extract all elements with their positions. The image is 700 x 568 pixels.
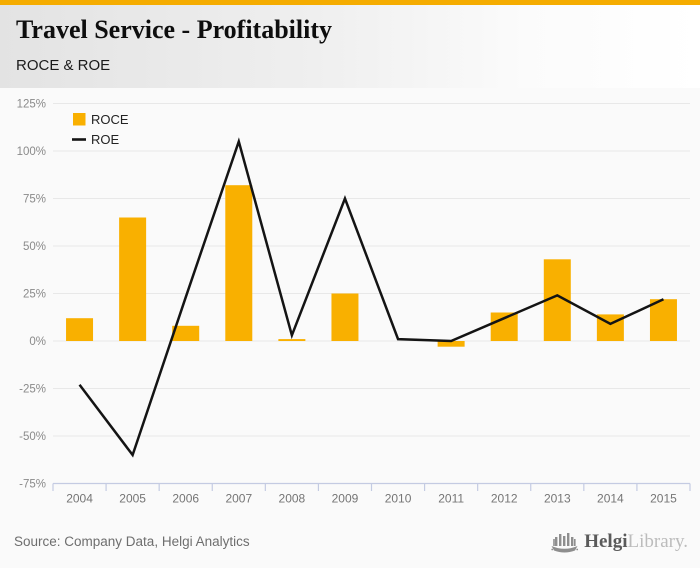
x-axis-year-label: 2006	[172, 492, 199, 506]
x-axis-year-label: 2014	[597, 492, 624, 506]
y-axis-tick-label: 25%	[23, 289, 46, 301]
legend-roe-label: ROE	[91, 132, 120, 147]
footer: Source: Company Data, Helgi Analytics He…	[0, 515, 700, 568]
legend-roce-swatch	[73, 113, 86, 126]
roce-bar-2011	[437, 341, 465, 347]
logo-text-library: Library.	[627, 530, 689, 552]
roce-bar-2006	[172, 325, 200, 341]
roce-bar-2015	[649, 299, 677, 341]
y-axis-tick-label: 125%	[17, 99, 46, 111]
roce-roe-chart: 125% 100% 75% 50% 25% 0% -25% -50% -75% 2004 2005 2…	[17, 99, 691, 506]
x-axis-year-label: 2012	[491, 492, 518, 506]
x-axis-year-label: 2005	[119, 492, 146, 506]
x-axis-year-label: 2010	[385, 492, 412, 506]
y-axis-tick-label: 0%	[29, 336, 46, 348]
y-axis-tick-label: 100%	[17, 146, 46, 158]
chart-area: 125% 100% 75% 50% 25% 0% -25% -50% -75% 2004 2005 2…	[0, 88, 700, 515]
y-axis-tick-label: 75%	[23, 194, 46, 206]
roce-bar-2009	[331, 293, 359, 341]
legend-roce-label: ROCE	[91, 112, 129, 127]
chart-header: Travel Service - Profitability ROCE & RO…	[0, 5, 700, 88]
y-axis-tick-label: -50%	[19, 431, 46, 443]
y-axis-tick-label: 50%	[23, 241, 46, 253]
logo-text-helgi: Helgi	[584, 530, 628, 552]
x-axis-year-label: 2015	[650, 492, 677, 506]
x-axis-year-label: 2007	[225, 492, 252, 506]
y-axis-tick-label: -25%	[19, 384, 46, 396]
x-axis-year-label: 2008	[279, 492, 306, 506]
y-axis-tick-label: -75%	[19, 479, 46, 491]
roce-bar-2004	[66, 318, 94, 341]
source-note: Source: Company Data, Helgi Analytics	[14, 534, 250, 549]
roce-bar-2005	[119, 217, 147, 341]
roce-bar-2012	[490, 312, 518, 341]
helgi-library-logo: HelgiLibrary.	[550, 530, 688, 554]
helgi-ship-icon	[551, 532, 579, 552]
roce-bar-2007	[225, 185, 253, 341]
chart-subtitle: ROCE & ROE	[16, 57, 111, 74]
roe-line	[78, 137, 664, 458]
x-axis-year-label: 2009	[332, 492, 359, 506]
x-axis-year-label: 2004	[66, 492, 93, 506]
page-title: Travel Service - Profitability	[16, 15, 332, 44]
x-axis-year-label: 2013	[544, 492, 571, 506]
accent-top-bar	[0, 0, 700, 5]
roce-bar-2008	[278, 339, 306, 341]
x-axis-year-label: 2011	[438, 492, 464, 506]
